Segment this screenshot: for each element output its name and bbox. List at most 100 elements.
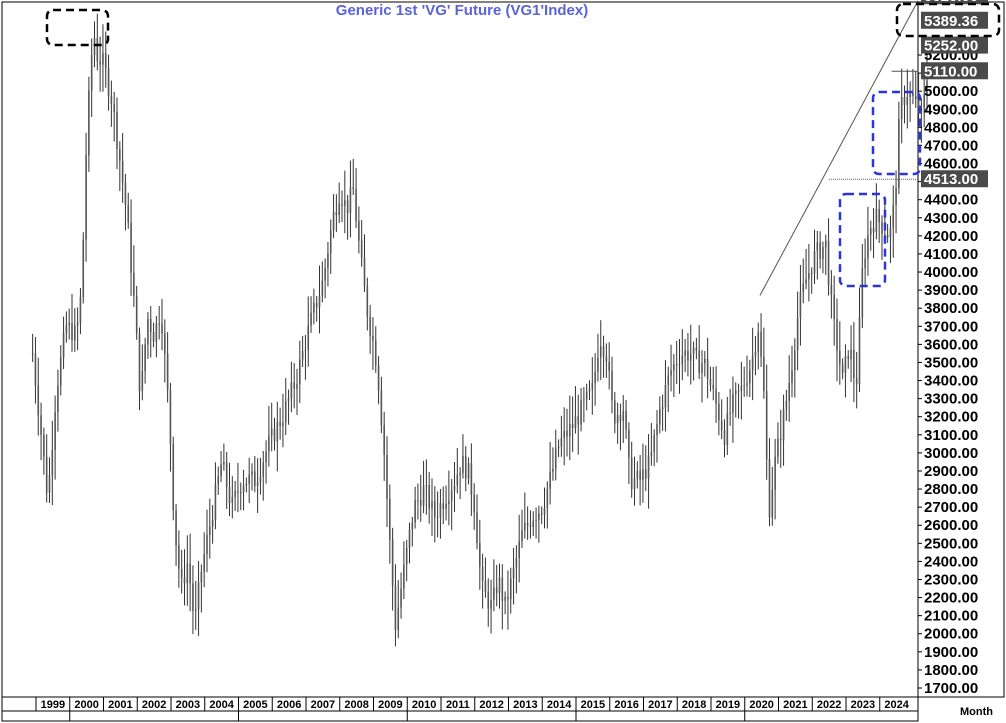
ohlc-body xyxy=(152,332,155,342)
ohlc-body xyxy=(625,410,627,430)
ohlc-body xyxy=(450,490,453,501)
y-tick-label: 3900.00 xyxy=(924,282,978,299)
ohlc-body xyxy=(588,389,591,392)
ohlc-body xyxy=(647,455,650,479)
ohlc-body xyxy=(824,240,827,248)
ohlc-body xyxy=(923,94,925,109)
x-tick-label: 2006 xyxy=(277,699,301,711)
ohlc-body xyxy=(695,347,698,351)
ohlc-body xyxy=(864,258,866,269)
ohlc-body xyxy=(495,587,498,594)
ohlc-body xyxy=(355,189,357,222)
ohlc-body xyxy=(282,422,284,427)
ohlc-body xyxy=(189,563,191,584)
y-tick-label: 2700.00 xyxy=(924,499,978,516)
level-label: 5525.00 xyxy=(924,0,978,5)
ohlc-body xyxy=(754,352,757,357)
ohlc-body xyxy=(313,302,315,313)
ohlc-body xyxy=(149,319,152,333)
ohlc-body xyxy=(560,437,563,447)
ohlc-body xyxy=(481,566,484,581)
ohlc-body xyxy=(293,382,295,389)
ohlc-body xyxy=(926,80,928,95)
ohlc-body xyxy=(498,577,501,594)
y-axis-panel xyxy=(917,1,1005,698)
ohlc-body xyxy=(178,545,180,569)
ohlc-body xyxy=(341,203,343,206)
ohlc-body xyxy=(360,240,363,258)
ohlc-body xyxy=(611,371,613,401)
ohlc-body xyxy=(327,253,329,268)
ohlc-body xyxy=(855,377,858,385)
ohlc-body xyxy=(397,607,400,631)
prior-range-box xyxy=(838,192,887,288)
ohlc-body xyxy=(805,279,807,284)
ohlc-body xyxy=(639,470,641,480)
y-tick-label: 4000.00 xyxy=(924,264,978,281)
ohlc-body xyxy=(737,390,740,392)
ohlc-body xyxy=(802,283,805,292)
ohlc-body xyxy=(214,484,217,520)
ohlc-body xyxy=(706,358,709,380)
ohlc-body xyxy=(318,295,321,308)
ohlc-body xyxy=(729,412,731,414)
ohlc-body xyxy=(57,385,59,413)
ohlc-body xyxy=(819,242,821,260)
x-tick-label: 2011 xyxy=(446,699,470,711)
x-tick-label: 2014 xyxy=(547,699,572,711)
ohlc-body xyxy=(107,68,110,97)
ohlc-body xyxy=(670,370,672,376)
ohlc-body xyxy=(48,475,51,493)
x-axis-panel-lower xyxy=(1,710,919,722)
ohlc-body xyxy=(653,435,655,453)
ohlc-body xyxy=(414,500,416,523)
ohlc-body xyxy=(614,400,616,424)
ohlc-body xyxy=(861,268,864,318)
ohlc-body xyxy=(99,61,101,65)
ohlc-body xyxy=(858,317,861,385)
ohlc-body xyxy=(245,483,248,486)
level-label-box xyxy=(921,170,988,188)
ohlc-body xyxy=(642,469,644,480)
y-tick-label: 3000.00 xyxy=(924,445,978,462)
ohlc-body xyxy=(431,501,433,509)
y-tick-label: 4600.00 xyxy=(924,156,978,173)
ohlc-body xyxy=(113,103,115,112)
ohlc-body xyxy=(597,357,599,373)
ohlc-body xyxy=(425,484,428,486)
ohlc-body xyxy=(251,471,253,475)
ohlc-body xyxy=(248,474,250,484)
ohlc-body xyxy=(591,383,594,390)
ohlc-body xyxy=(521,530,523,542)
ohlc-body xyxy=(138,333,141,392)
ohlc-body xyxy=(310,312,312,326)
ohlc-body xyxy=(197,582,200,610)
ohlc-body xyxy=(175,510,177,546)
level-label: 5389.36 xyxy=(924,13,978,30)
highlight-boxes xyxy=(45,2,1001,288)
ohlc-body xyxy=(796,317,799,351)
ohlc-body xyxy=(850,349,852,359)
ohlc-body xyxy=(434,501,436,518)
ohlc-body xyxy=(616,414,619,424)
y-tick-label: 3600.00 xyxy=(924,336,978,353)
y-tick-label: 2500.00 xyxy=(924,535,978,552)
reference-lines xyxy=(759,0,919,296)
y-tick-label: 2900.00 xyxy=(924,463,978,480)
ohlc-body xyxy=(386,454,388,499)
ohlc-body xyxy=(515,558,518,568)
x-tick-label: 2015 xyxy=(581,699,605,711)
ohlc-body xyxy=(183,577,186,584)
ohlc-body xyxy=(304,349,307,352)
x-tick-label: 2005 xyxy=(243,699,267,711)
ohlc-body xyxy=(540,513,543,515)
y-tick-label: 2000.00 xyxy=(924,626,978,643)
ohlc-body xyxy=(689,354,692,361)
ohlc-body xyxy=(810,272,813,274)
ohlc-body xyxy=(68,322,70,326)
ohlc-body xyxy=(135,295,138,334)
ohlc-body xyxy=(785,401,788,410)
ohlc-body xyxy=(841,364,844,373)
ohlc-body xyxy=(732,394,734,413)
